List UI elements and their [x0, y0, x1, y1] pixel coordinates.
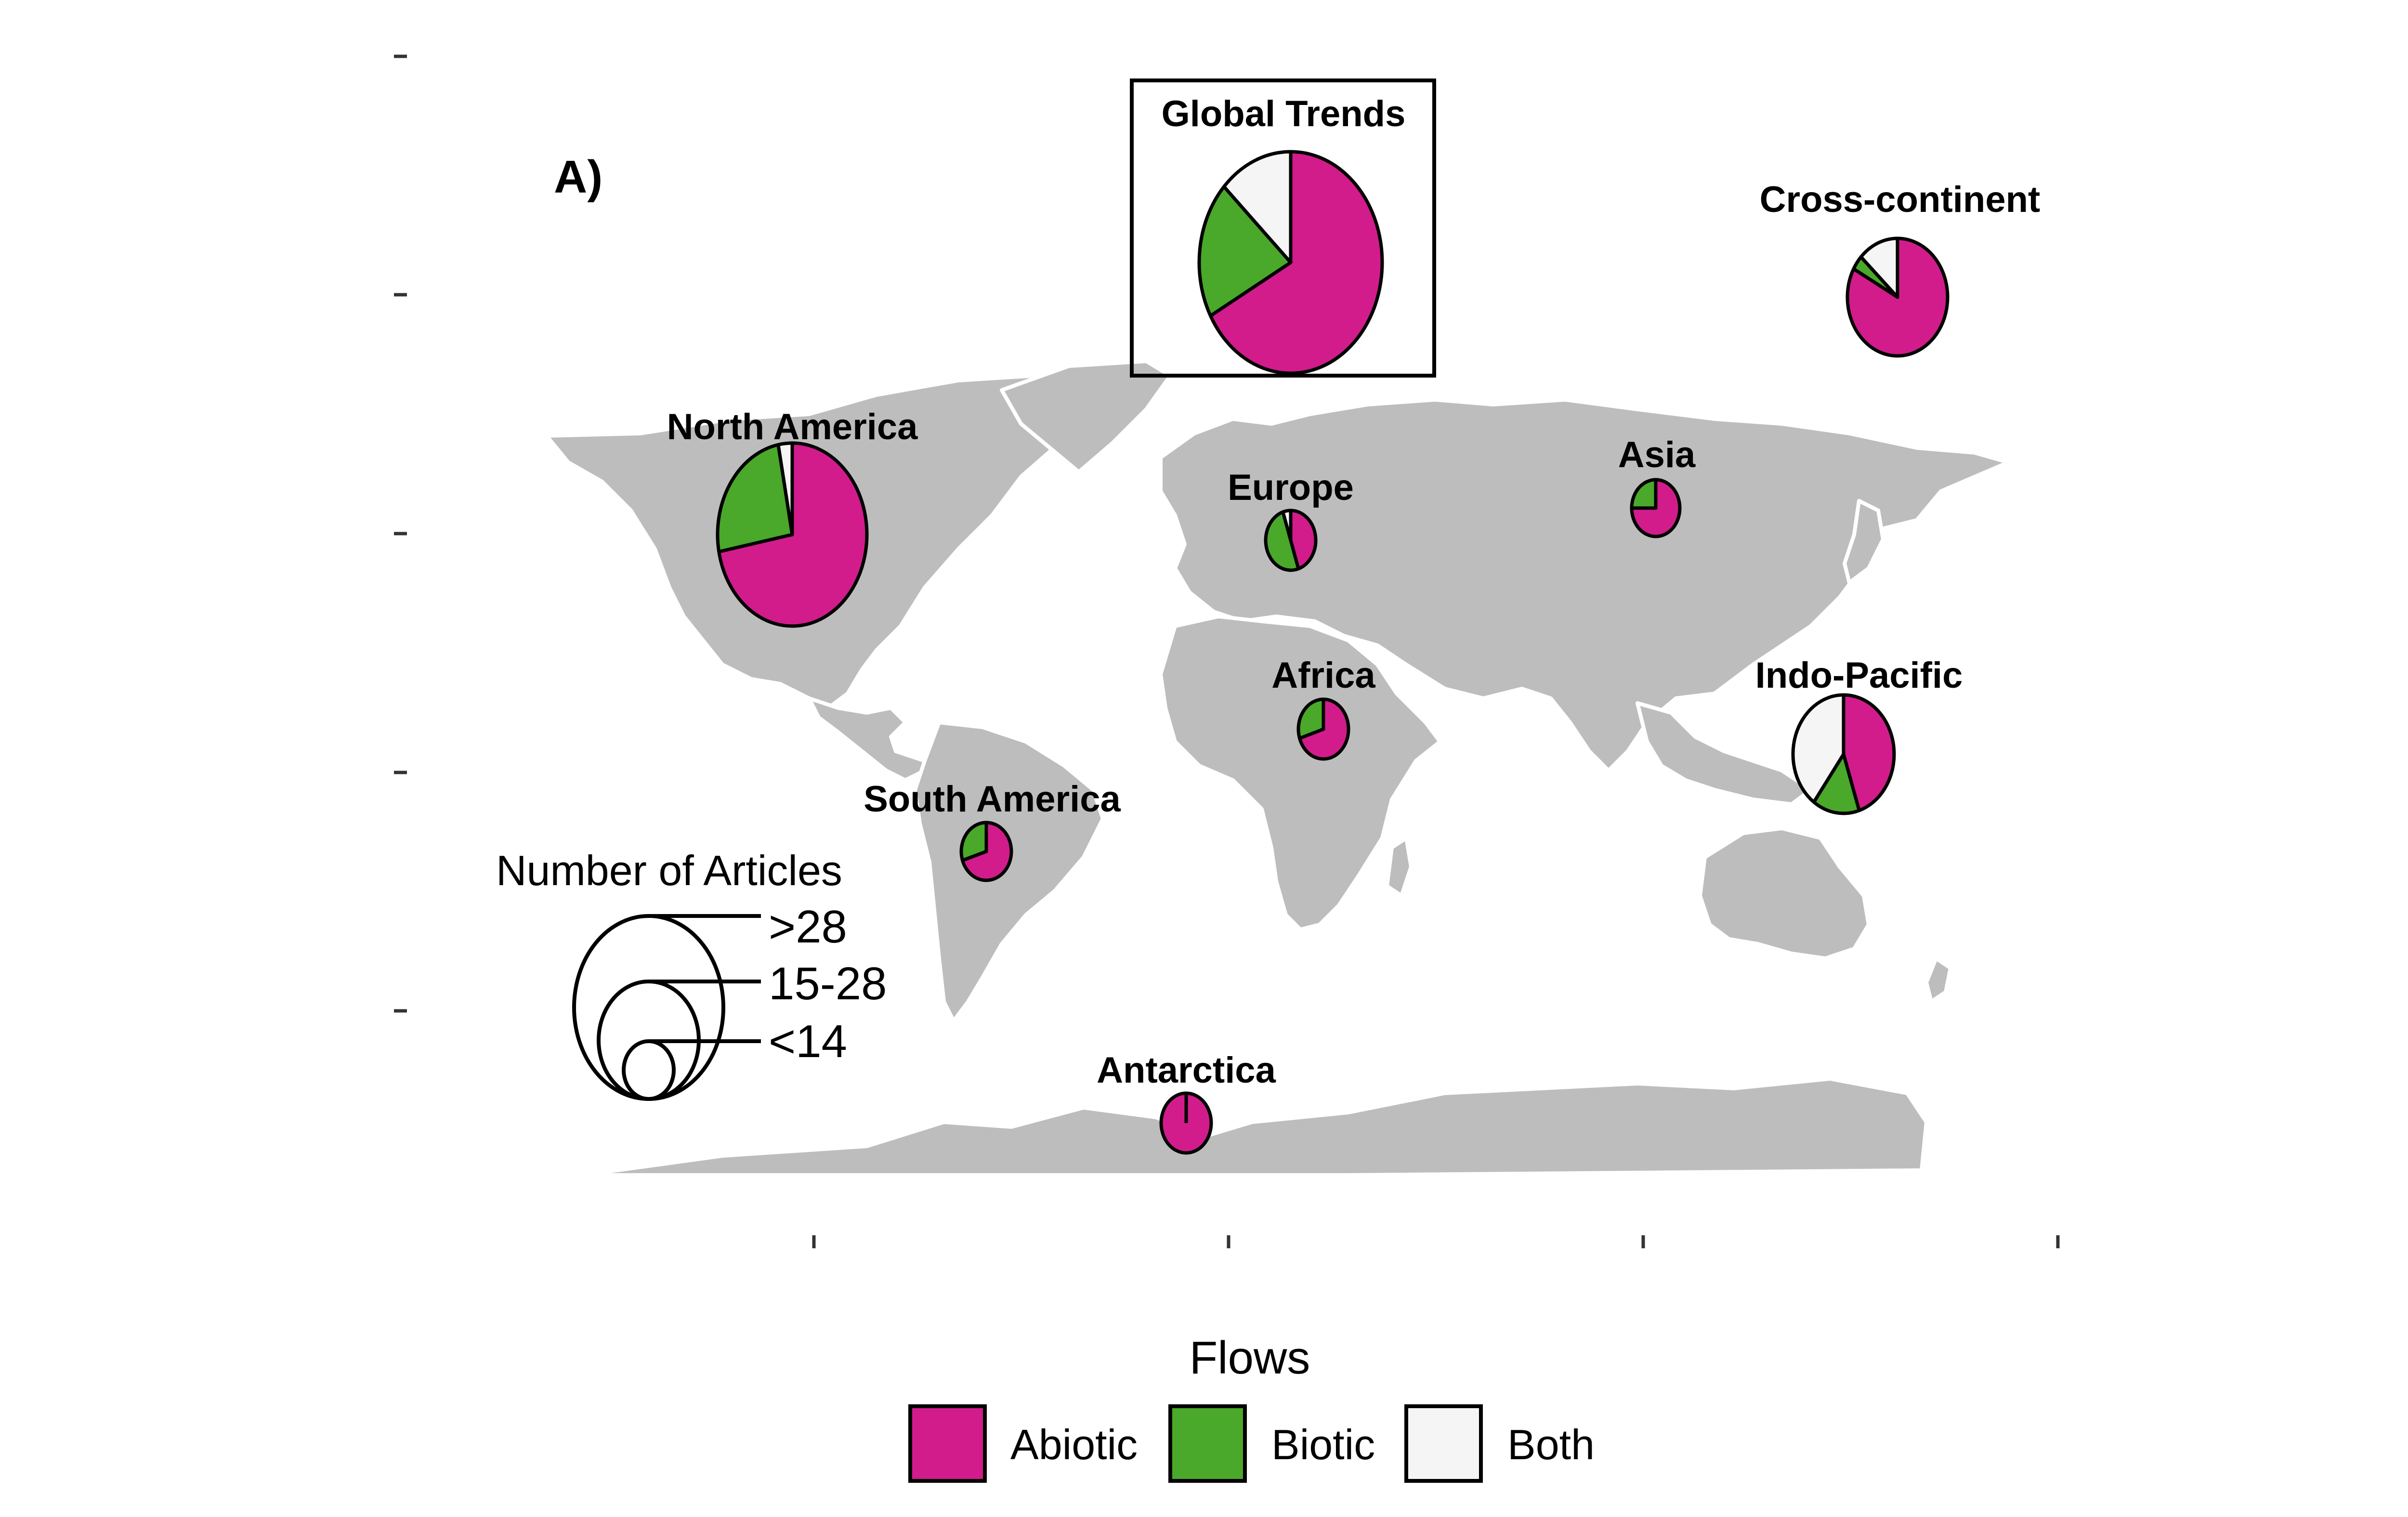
- pie-slice-biotic: [959, 821, 988, 863]
- land-japan: [1843, 499, 1885, 585]
- land-new-zealand: [1924, 956, 1952, 1004]
- region-label-antarctica: Antarctica: [1097, 1050, 1276, 1091]
- region-label-africa: Africa: [1271, 655, 1375, 696]
- pie-indo-pacific: [1791, 693, 1896, 815]
- size-legend-title: Number of Articles: [496, 847, 842, 894]
- size-legend-label-medium: 15-28: [769, 958, 887, 1009]
- land-greenland: [1000, 359, 1172, 474]
- pie-slice-abiotic: [1630, 478, 1682, 538]
- panel-label: A): [554, 151, 602, 203]
- region-label-indo-pacific: Indo-Pacific: [1755, 655, 1963, 696]
- flow-legend-title: Flows: [1190, 1332, 1310, 1384]
- land-southeast-asia: [1636, 701, 1813, 806]
- flow-legend-swatch-abiotic: [908, 1404, 987, 1483]
- land-eurasia: [1159, 398, 2010, 772]
- pie-global: [1197, 150, 1384, 375]
- size-legend: Number of Articles >28 15-28 <14: [496, 847, 887, 1101]
- pie-cross-continent: [1845, 236, 1950, 358]
- flow-legend-label-both: Both: [1507, 1421, 1595, 1468]
- pie-slice-both: [1791, 693, 1845, 804]
- pie-antarctica: [1159, 1091, 1213, 1155]
- region-label-south-america: South America: [864, 779, 1121, 820]
- pie-slice-abiotic: [1209, 150, 1384, 375]
- size-legend-circle-large: [572, 914, 725, 1101]
- pie-north-america: [716, 441, 869, 628]
- pie-slice-biotic: [1264, 510, 1300, 572]
- land-australia: [1698, 826, 1871, 960]
- flow-legend: Flows Abiotic Biotic Both: [908, 1332, 1595, 1483]
- region-label-global-trends: Global Trends: [1162, 93, 1406, 134]
- y-axis-ticks: [394, 54, 407, 1013]
- pie-south-america: [959, 821, 1013, 882]
- flow-legend-swatch-biotic: [1168, 1404, 1247, 1483]
- region-label-asia: Asia: [1618, 434, 1696, 475]
- pie-asia: [1630, 478, 1682, 538]
- size-legend-circle-small: [622, 1039, 676, 1101]
- size-legend-label-large: >28: [769, 901, 847, 953]
- flow-legend-label-abiotic: Abiotic: [1010, 1421, 1138, 1468]
- pie-slice-both: [776, 441, 794, 536]
- region-label-europe: Europe: [1228, 467, 1354, 508]
- land-africa: [1159, 615, 1442, 931]
- x-axis-ticks: [812, 1235, 2060, 1248]
- pie-slice-both: [1281, 509, 1293, 542]
- region-label-north-america: North America: [667, 406, 918, 447]
- pie-africa: [1296, 697, 1350, 761]
- land-antarctica: [581, 1077, 1928, 1177]
- land-madagascar: [1385, 836, 1413, 898]
- pie-slice-abiotic: [1842, 693, 1896, 812]
- pie-slice-both: [1859, 236, 1899, 299]
- pie-slice-biotic: [1197, 185, 1293, 318]
- pie-slice-biotic: [1630, 478, 1658, 510]
- pie-slice-biotic: [1296, 697, 1325, 740]
- pie-europe: [1264, 509, 1318, 572]
- pie-slice-abiotic: [1289, 509, 1318, 571]
- pie-slice-biotic: [716, 443, 794, 554]
- flow-legend-swatch-both: [1404, 1404, 1483, 1483]
- region-label-cross-continent: Cross-continent: [1760, 179, 2041, 220]
- global-trends-box: [1130, 78, 1436, 378]
- flow-legend-label-biotic: Biotic: [1271, 1421, 1375, 1468]
- pie-slice-biotic: [1812, 752, 1861, 815]
- land-south-america: [913, 720, 1105, 1023]
- world-map: [545, 359, 2010, 1177]
- pie-slice-both: [1222, 150, 1293, 264]
- size-legend-label-small: <14: [769, 1016, 847, 1067]
